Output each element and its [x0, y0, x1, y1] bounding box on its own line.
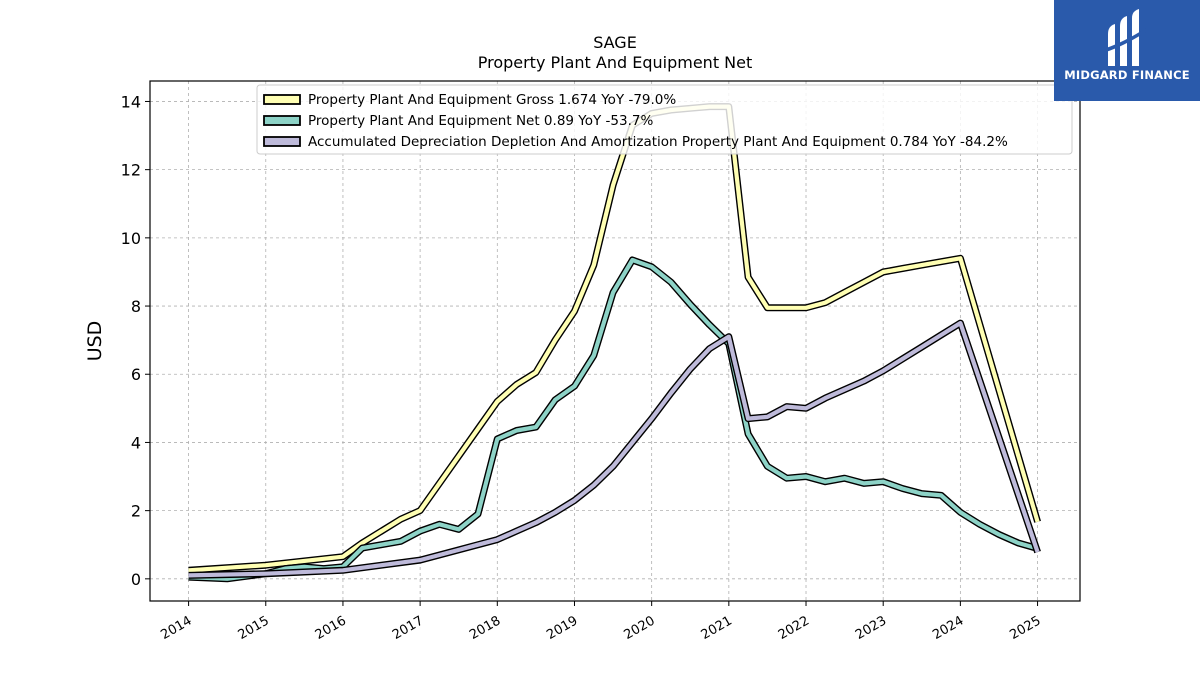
- legend-entry: Accumulated Depreciation Depletion And A…: [308, 134, 1008, 150]
- x-tick-label: 2024: [930, 613, 966, 643]
- grid: [150, 81, 1080, 601]
- series-3: [188, 319, 1041, 579]
- series-2-line: [188, 257, 1039, 581]
- y-tick-label: 6: [131, 365, 141, 384]
- x-tick-label: 2015: [236, 613, 272, 643]
- legend-box: [256, 84, 1073, 155]
- legend-entry: Property Plant And Equipment Net 0.89 Yo…: [308, 113, 653, 129]
- x-tick-label: 2022: [776, 613, 812, 643]
- y-tick-label: 10: [121, 229, 141, 248]
- y-tick-label: 12: [121, 161, 141, 180]
- y-tick-label: 2: [131, 502, 141, 521]
- chart-title: SAGE: [593, 33, 637, 52]
- series-1: [188, 103, 1041, 574]
- legend: Property Plant And Equipment Gross 1.674…: [256, 84, 1073, 155]
- series-layer: [188, 103, 1041, 583]
- x-tick-label: 2016: [313, 613, 349, 643]
- series-3-outline: [188, 319, 1041, 579]
- y-tick-label: 14: [121, 92, 141, 111]
- x-tick-label: 2014: [158, 613, 194, 643]
- chart-subtitle: Property Plant And Equipment Net: [478, 53, 753, 72]
- series-2-outline: [188, 256, 1039, 583]
- y-tick-label: 8: [131, 297, 141, 316]
- legend-swatch: [263, 136, 301, 147]
- legend-swatch: [263, 115, 301, 126]
- logo-mark-icon: [1106, 9, 1146, 66]
- x-tick-label: 2017: [390, 613, 426, 643]
- x-tick-label: 2021: [699, 613, 735, 643]
- legend-entry: Property Plant And Equipment Gross 1.674…: [308, 92, 676, 108]
- x-tick-label: 2020: [621, 613, 657, 643]
- legend-swatch: [263, 94, 301, 105]
- series-3-line: [188, 321, 1040, 578]
- y-tick-label: 4: [131, 433, 141, 452]
- y-axis-label: USD: [84, 321, 106, 362]
- x-tick-label: 2025: [1007, 613, 1043, 643]
- logo-text: MIDGARD FINANCE: [1064, 68, 1190, 82]
- series-2: [188, 256, 1039, 583]
- x-tick-label: 2023: [853, 613, 889, 643]
- y-tick-label: 0: [131, 570, 141, 589]
- series-1-outline: [188, 103, 1041, 574]
- x-tick-label: 2018: [467, 613, 503, 643]
- x-tick-label: 2019: [544, 613, 580, 643]
- plot-frame: [149, 80, 1081, 602]
- midgard-finance-logo: MIDGARD FINANCE: [1054, 0, 1200, 101]
